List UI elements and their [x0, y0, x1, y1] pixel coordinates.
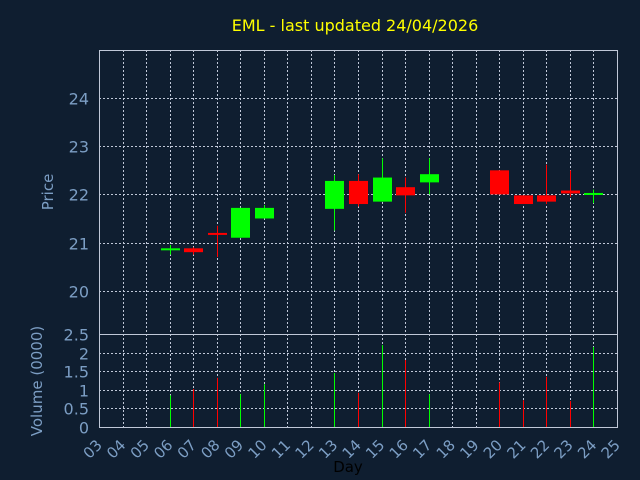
volume-axis-label: Volume (0000)	[28, 326, 46, 436]
candle-body	[208, 232, 227, 235]
volume-tick-label: 1	[79, 382, 89, 401]
candle-body	[561, 190, 580, 194]
price-tick-label: 24	[69, 90, 89, 109]
volume-panel-frame	[99, 334, 618, 428]
candle-body	[396, 187, 415, 196]
price-axis-label: Price	[39, 174, 57, 211]
chart-marks	[161, 158, 603, 427]
price-tick-label: 20	[69, 283, 89, 302]
candle-body	[537, 195, 556, 202]
candle-body	[255, 207, 274, 219]
volume-tick-label: 2.5	[64, 326, 89, 345]
volume-tick-label: 0	[79, 419, 89, 438]
candle-body	[373, 177, 392, 202]
candle-body	[420, 174, 439, 183]
volume-tick-label: 2	[79, 345, 89, 364]
plot-frames	[99, 50, 618, 428]
price-tick-label: 21	[69, 235, 89, 254]
volume-tick-label: 1.5	[64, 363, 89, 382]
candle-body	[490, 170, 509, 195]
candle-body	[184, 248, 203, 253]
candle-body	[231, 207, 250, 238]
price-tick-label: 23	[69, 138, 89, 157]
volume-tick-label: 0.5	[64, 400, 89, 419]
x-axis-label: Day	[333, 458, 363, 476]
price-tick-label: 22	[69, 186, 89, 205]
candle-body	[325, 180, 344, 209]
chart-title: EML - last updated 24/04/2026	[232, 16, 479, 35]
candle-body	[514, 195, 533, 205]
candle-body	[161, 248, 180, 251]
candle-body	[349, 180, 368, 205]
candle-body	[584, 192, 603, 195]
